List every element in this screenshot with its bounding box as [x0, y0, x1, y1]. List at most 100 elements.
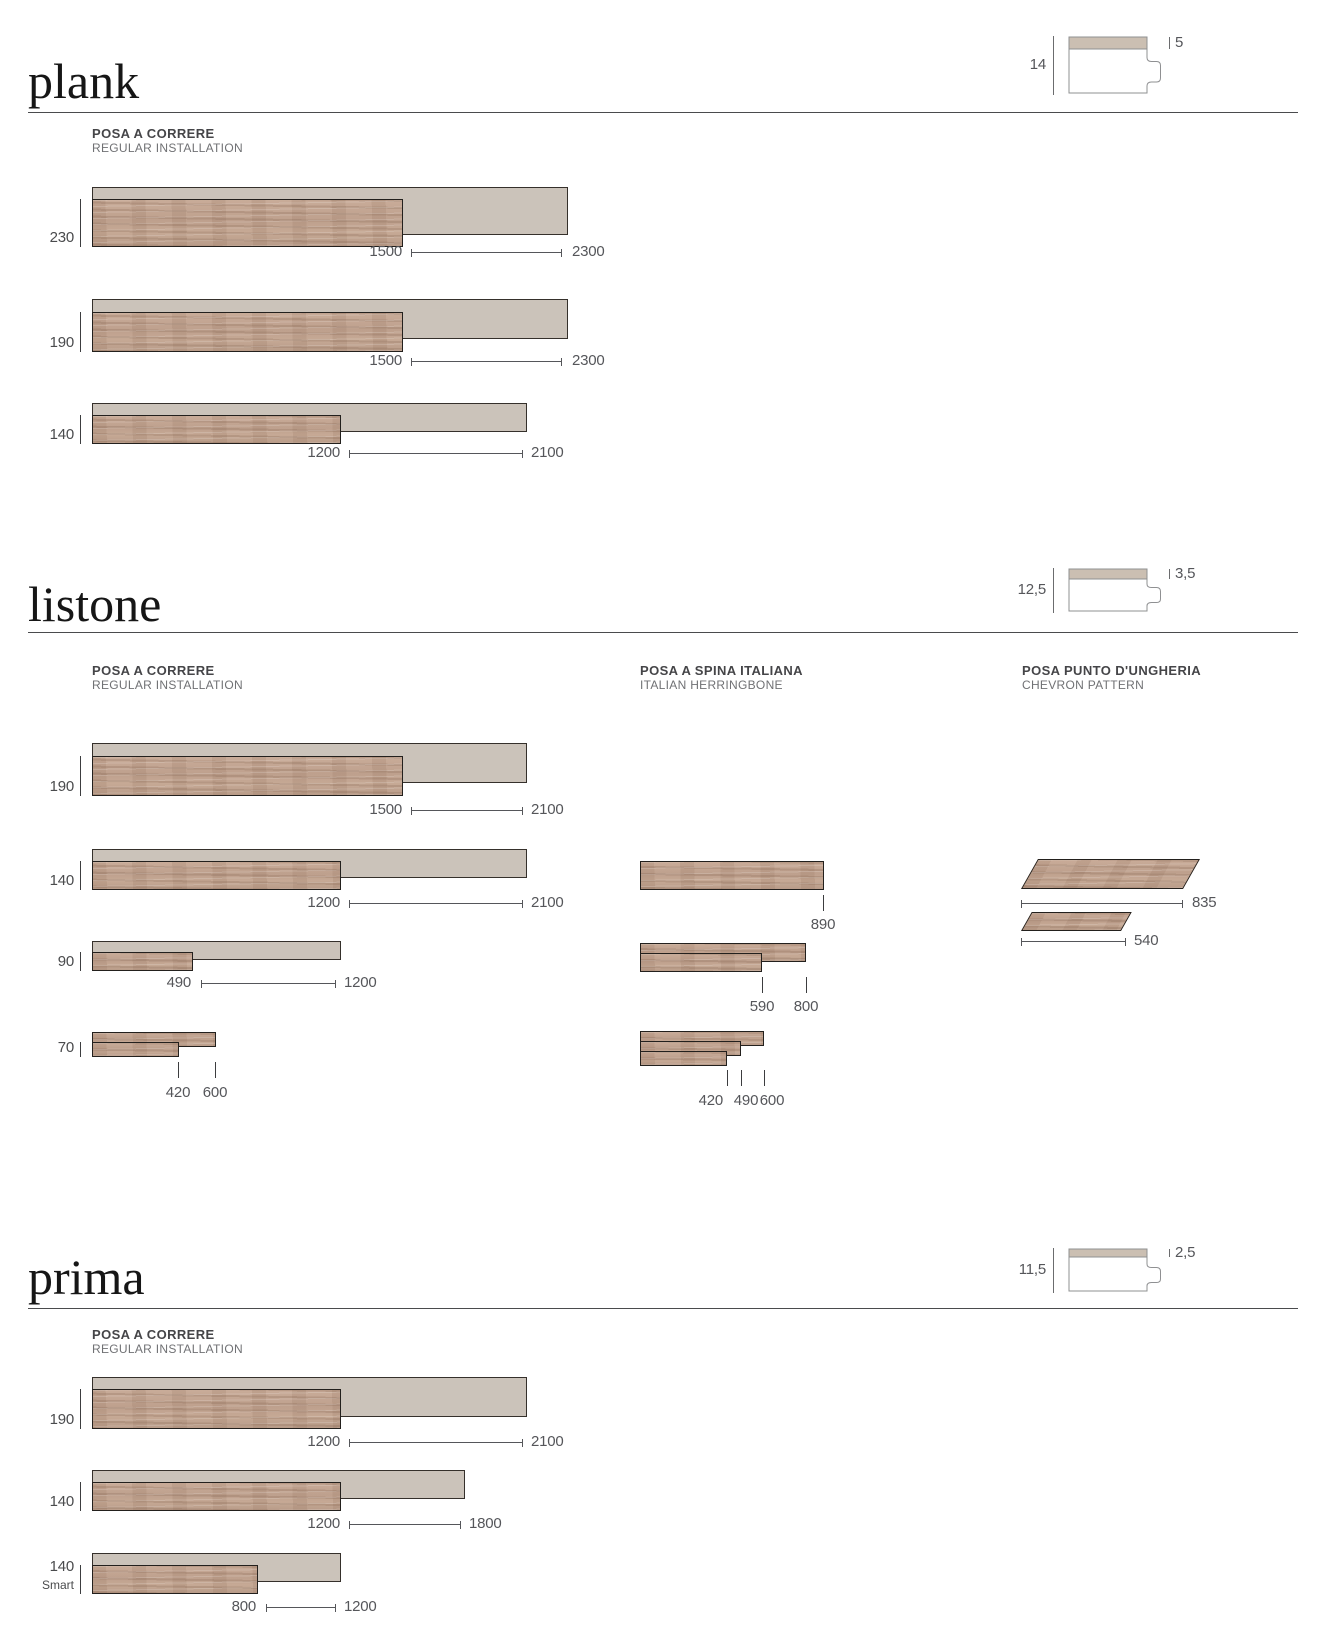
width-label: 70 [57, 1039, 74, 1056]
width-tick [80, 312, 81, 352]
section-divider-plank [28, 112, 1298, 113]
length-tick [764, 1070, 765, 1086]
section-title-prima: prima [28, 1249, 145, 1305]
length-dim-line [266, 1604, 336, 1612]
length-label: 420 [165, 1084, 191, 1101]
min-length-label: 490 [166, 974, 192, 991]
plank-bar-420 [92, 1042, 179, 1057]
section-divider-prima [28, 1308, 1298, 1309]
wear-layer-label: 5 [1175, 34, 1184, 51]
wear-layer-tick [1169, 1249, 1170, 1257]
chevron-plank-540 [1021, 912, 1132, 931]
length-dim-line [349, 450, 523, 458]
wear-layer-tick [1169, 37, 1170, 49]
thickness-dim-line [1053, 568, 1054, 613]
width-label: 140 [49, 1493, 75, 1510]
plank-cross-section-icon [1068, 1248, 1161, 1292]
length-tick [762, 977, 763, 993]
width-tick [80, 199, 81, 247]
section-title-listone: listone [28, 576, 162, 632]
width-label: 140 [49, 872, 75, 889]
width-tick [80, 952, 81, 971]
max-length-label: 2100 [531, 444, 564, 461]
width-tick [80, 1042, 81, 1057]
listone-chevron-heading: POSA PUNTO D'UNGHERIA [1022, 663, 1202, 678]
listone-regular-subheading: REGULAR INSTALLATION [92, 678, 243, 692]
section-title-plank: plank [28, 53, 140, 109]
length-tick [178, 1062, 179, 1078]
min-length-label: 800 [231, 1598, 257, 1615]
listone-herringbone-heading: POSA A SPINA ITALIANA [640, 663, 803, 678]
width-tick [80, 756, 81, 796]
length-label: 835 [1192, 894, 1217, 911]
width-suffix-label: Smart [41, 1578, 74, 1592]
max-length-label: 2100 [531, 1433, 564, 1450]
length-dim-line [349, 900, 523, 908]
profile-thickness-label: 11,5 [1018, 1261, 1046, 1278]
length-label: 590 [749, 998, 775, 1015]
length-dim-line [411, 249, 562, 257]
width-label: 140 [49, 1558, 75, 1575]
min-length-label: 1500 [369, 801, 402, 818]
min-length-label: 1500 [369, 352, 402, 369]
plank-bar [92, 952, 193, 971]
plank-bar [92, 1482, 341, 1511]
length-dim-line [411, 358, 562, 366]
length-dim-line [349, 1439, 523, 1447]
length-label: 800 [793, 998, 819, 1015]
width-tick [80, 1482, 81, 1511]
listone-herringbone-subheading: ITALIAN HERRINGBONE [640, 678, 783, 692]
width-tick [80, 1389, 81, 1429]
plank-bar-420 [640, 1051, 727, 1066]
length-tick [215, 1062, 216, 1078]
length-dim-line [349, 1521, 461, 1529]
max-length-label: 2300 [572, 243, 605, 260]
plank-installation-subheading: REGULAR INSTALLATION [92, 141, 243, 155]
length-tick [741, 1070, 742, 1086]
max-length-label: 1200 [344, 1598, 377, 1615]
length-label: 890 [810, 916, 836, 933]
length-label: 600 [759, 1092, 785, 1109]
plank-bar [92, 415, 341, 444]
width-label: 230 [49, 229, 75, 246]
plank-installation-heading: POSA A CORRERE [92, 126, 215, 141]
plank-bar [92, 861, 341, 890]
thickness-dim-line [1053, 36, 1054, 95]
width-tick [80, 1565, 81, 1594]
width-label: 90 [57, 953, 74, 970]
listone-chevron-subheading: CHEVRON PATTERN [1022, 678, 1145, 692]
width-label: 190 [49, 778, 75, 795]
max-length-label: 2300 [572, 352, 605, 369]
max-length-label: 2100 [531, 894, 564, 911]
section-divider-listone [28, 632, 1298, 633]
plank-bar [92, 312, 403, 352]
length-dim-line [201, 980, 336, 988]
wear-layer-label: 2,5 [1175, 1244, 1196, 1261]
min-length-label: 1500 [369, 243, 402, 260]
plank-bar [92, 756, 403, 796]
plank-cross-section-icon [1068, 36, 1161, 94]
min-length-label: 1200 [307, 444, 340, 461]
min-length-label: 1200 [307, 1515, 340, 1532]
width-label: 190 [49, 1411, 75, 1428]
prima-installation-subheading: REGULAR INSTALLATION [92, 1342, 243, 1356]
max-length-label: 1200 [344, 974, 377, 991]
chevron-plank-835 [1021, 859, 1200, 889]
plank-cross-section-icon [1068, 568, 1161, 612]
plank-bar-590 [640, 953, 762, 972]
width-tick [80, 415, 81, 444]
max-length-label: 1800 [469, 1515, 502, 1532]
length-label: 490 [733, 1092, 759, 1109]
length-dim-line [411, 807, 523, 815]
wear-layer-label: 3,5 [1175, 565, 1196, 582]
length-label: 420 [698, 1092, 724, 1109]
listone-regular-heading: POSA A CORRERE [92, 663, 215, 678]
width-label: 190 [49, 334, 75, 351]
prima-installation-heading: POSA A CORRERE [92, 1327, 215, 1342]
plank-bar [92, 1389, 341, 1429]
wear-layer-tick [1169, 569, 1170, 579]
length-dim-line [1021, 938, 1126, 946]
profile-thickness-label: 14 [1029, 56, 1046, 73]
min-length-label: 1200 [307, 1433, 340, 1450]
plank-bar-890 [640, 861, 824, 890]
